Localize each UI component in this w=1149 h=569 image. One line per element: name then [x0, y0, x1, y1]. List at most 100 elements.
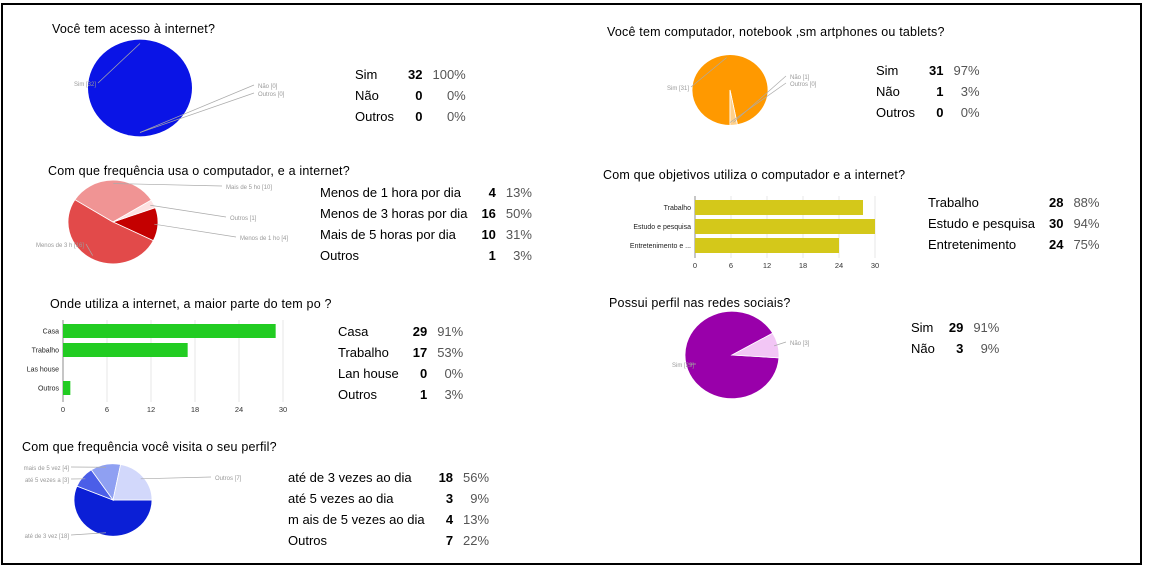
response-count: 30	[1048, 216, 1064, 231]
response-label: Menos de 1 hora por dia	[320, 185, 461, 200]
legend-row: Outros 1 3%	[338, 384, 463, 405]
response-percent: 91%	[973, 320, 1000, 335]
response-count: 0	[419, 366, 428, 381]
response-percent: 3%	[513, 248, 532, 263]
response-count: 31	[929, 63, 944, 78]
bar	[695, 238, 839, 253]
response-label: Não	[876, 84, 900, 99]
response-percent: 22%	[463, 533, 490, 548]
legend-row: Mais de 5 horas por dia 10 31%	[320, 224, 532, 245]
response-percent: 9%	[980, 341, 1000, 356]
response-count: 1	[488, 248, 496, 263]
response-percent: 75%	[1073, 237, 1100, 252]
response-count: 29	[412, 324, 428, 339]
chart-title: Com que frequência usa o computador, e a…	[48, 164, 350, 178]
bar	[63, 381, 71, 395]
legend-row: Trabalho 17 53%	[338, 342, 463, 363]
leader-line	[139, 84, 255, 133]
pie-chart: Menos de 1 ho [4] Menos de 3 h [16] Mais d…	[36, 179, 288, 265]
legend-table: Sim 32 100% Não 0 0% Outros 0 0%	[355, 64, 466, 127]
tick-label: 18	[191, 405, 199, 414]
bar	[63, 324, 276, 338]
chart-title: Onde utiliza a internet, a maior parte d…	[50, 297, 332, 311]
response-count: 17	[412, 345, 428, 360]
category-label: Estudo e pesquisa	[633, 224, 691, 231]
slice-label: Outros [7]	[215, 476, 242, 482]
slice-label: Sim [32]	[74, 82, 96, 88]
response-percent: 3%	[960, 84, 980, 99]
response-label: Sim	[911, 320, 934, 335]
pie-chart: Sim [32] Não [0] Outros [0]	[74, 39, 285, 137]
response-percent: 0%	[444, 366, 464, 381]
response-count: 10	[481, 227, 496, 242]
response-percent: 0%	[960, 105, 980, 120]
response-label: m ais de 5 vezes ao dia	[288, 512, 425, 527]
slice-label: Sim [29]	[672, 363, 694, 369]
legend-row: até de 3 vezes ao dia 18 56%	[288, 467, 489, 488]
pie-slice	[730, 332, 780, 359]
slice-label: Não [3]	[790, 341, 810, 347]
response-label: Outros	[338, 387, 378, 402]
slice-label: até de 3 vez [18]	[25, 534, 70, 540]
legend-table: até de 3 vezes ao dia 18 56% até 5 vezes ao…	[288, 467, 489, 551]
slice-label: Menos de 3 h [16]	[36, 243, 84, 249]
tick-label: 6	[105, 405, 109, 414]
response-percent: 13%	[505, 185, 532, 200]
pie-slice	[112, 463, 153, 501]
leader-line	[85, 243, 94, 256]
tick-label: 0	[61, 405, 65, 414]
legend-row: Não 3 9%	[911, 338, 999, 359]
slice-label: Mais de 5 ho [10]	[226, 185, 272, 191]
leader-line	[729, 82, 787, 123]
legend-row: até 5 vezes ao dia 3 9%	[288, 488, 489, 509]
legend-row: Outros 7 22%	[288, 530, 489, 551]
response-label: Outros	[320, 248, 360, 263]
slice-label: Não [1]	[790, 75, 810, 81]
response-count: 29	[948, 320, 964, 335]
chart-title: Você tem acesso à internet?	[52, 22, 216, 36]
response-label: Não	[355, 88, 379, 103]
legend-row: Outros 0 0%	[355, 106, 466, 127]
response-percent: 94%	[1073, 216, 1100, 231]
legend-row: Casa 29 91%	[338, 321, 463, 342]
bar-chart: 0 6 12 18 24 30 Trabalho Estudo e pesquisa Entre…	[630, 196, 879, 270]
legend-row: Não 0 0%	[355, 85, 466, 106]
chart-title: Possui perfil nas redes sociais?	[609, 296, 791, 310]
legend-table: Menos de 1 hora por dia 4 13% Menos de 3 ho…	[320, 182, 532, 266]
pie-chart: até de 3 vez [18] até 5 vezes a [3] mais d…	[24, 463, 242, 540]
response-percent: 9%	[470, 491, 490, 506]
tick-label: 18	[799, 261, 807, 270]
response-label: Estudo e pesquisa	[928, 216, 1035, 231]
tick-label: 30	[871, 261, 879, 270]
response-count: 28	[1048, 195, 1064, 210]
legend-table: Casa 29 91% Trabalho 17 53% Lan house 0 0% Outros…	[338, 321, 463, 405]
legend-table: Sim 29 91% Não 3 9%	[911, 317, 999, 359]
tick-label: 0	[693, 261, 697, 270]
response-count: 3	[956, 341, 964, 356]
leader-line	[97, 43, 141, 84]
response-label: Menos de 3 horas por dia	[320, 206, 468, 221]
chart-title: Com que objetivos utiliza o computador e…	[603, 168, 906, 182]
legend-row: Menos de 3 horas por dia 16 50%	[320, 203, 532, 224]
pie-slice	[88, 39, 192, 137]
pie-slice	[74, 179, 152, 223]
legend-row: Sim 31 97%	[876, 60, 980, 81]
slice-label: mais de 5 vez [4]	[24, 466, 70, 472]
response-label: Trabalho	[928, 195, 979, 210]
legend-row: Sim 32 100%	[355, 64, 466, 85]
response-count: 24	[1048, 237, 1064, 252]
response-count: 1	[936, 84, 944, 99]
leader-line	[70, 532, 107, 536]
response-percent: 97%	[953, 63, 980, 78]
slice-label: Outros [0]	[258, 92, 285, 98]
bar	[695, 200, 863, 215]
legend-row: m ais de 5 vezes ao dia 4 13%	[288, 509, 489, 530]
legend-row: Menos de 1 hora por dia 4 13%	[320, 182, 532, 203]
response-count: 3	[445, 491, 454, 506]
response-label: Mais de 5 horas por dia	[320, 227, 456, 242]
response-label: Outros	[355, 109, 395, 124]
response-label: até 5 vezes ao dia	[288, 491, 394, 506]
legend-row: Outros 1 3%	[320, 245, 532, 266]
legend-row: Trabalho 28 88%	[928, 192, 1099, 213]
leader-line	[154, 223, 237, 238]
